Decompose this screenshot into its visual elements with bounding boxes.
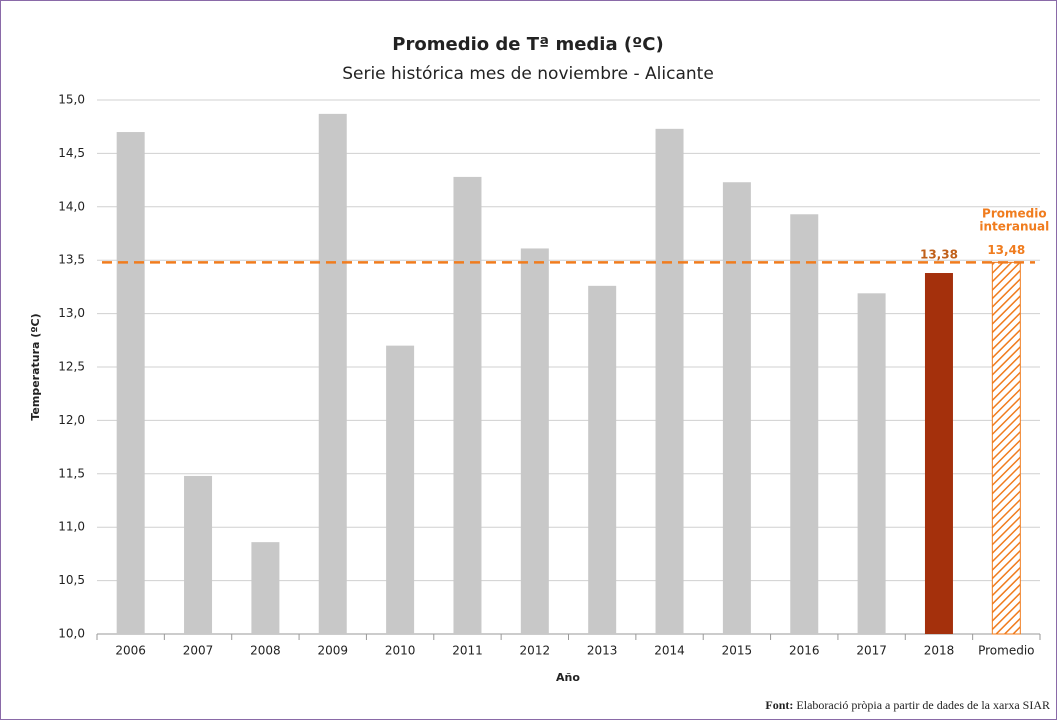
x-tick-label: 2017 (856, 644, 887, 658)
x-tick-label: 2012 (520, 644, 551, 658)
bar (991, 261, 1021, 635)
x-tick-label: 2014 (654, 644, 685, 658)
bar (184, 475, 213, 634)
y-tick-label: 13,5 (58, 253, 85, 267)
bar (318, 113, 347, 634)
bar (924, 273, 953, 634)
x-tick-label: 2015 (722, 644, 753, 658)
x-tick-label: 2006 (115, 644, 146, 658)
source-text: Elaboració pròpia a partir de dades de l… (793, 698, 1050, 712)
x-tick-label: 2008 (250, 644, 281, 658)
value-label: 13,48 (987, 243, 1025, 257)
chart-title: Promedio de Tª media (ºC) (392, 34, 663, 55)
y-axis-title: Temperatura (ºC) (29, 313, 42, 420)
y-tick-label: 11,0 (58, 520, 85, 534)
y-tick-label: 13,0 (58, 306, 85, 320)
y-tick-label: 12,0 (58, 413, 85, 427)
bar (251, 542, 280, 634)
x-tick-label: 2011 (452, 644, 483, 658)
chart-subtitle: Serie histórica mes de noviembre - Alica… (342, 64, 714, 84)
value-label: 13,38 (920, 248, 958, 262)
bar (386, 345, 415, 634)
bar (857, 293, 886, 634)
y-tick-label: 14,0 (58, 199, 85, 213)
x-tick-label: 2016 (789, 644, 820, 658)
bar (790, 214, 819, 634)
bar (588, 285, 617, 634)
y-tick-label: 14,5 (58, 146, 85, 160)
bar (116, 132, 145, 635)
x-tick-label: 2007 (183, 644, 214, 658)
y-tick-label: 11,5 (58, 466, 85, 480)
x-tick-label: 2010 (385, 644, 416, 658)
x-tick-label: 2013 (587, 644, 618, 658)
annotation: Promedio (982, 207, 1047, 221)
source: Font: Elaboració pròpia a partir de dade… (765, 698, 1050, 712)
x-axis-title: Año (556, 671, 580, 684)
y-tick-label: 15,0 (58, 93, 85, 107)
bar (453, 176, 482, 634)
y-tick-label: 12,5 (58, 360, 85, 374)
bar (722, 182, 751, 634)
bar (520, 248, 549, 634)
x-tick-label: 2009 (317, 644, 348, 658)
bar (655, 128, 684, 634)
x-tick-label: 2018 (924, 644, 955, 658)
annotation: interanual (979, 220, 1049, 234)
x-tick-label: Promedio (978, 644, 1034, 658)
y-tick-label: 10,5 (58, 573, 85, 587)
source-label: Font: (765, 698, 793, 712)
y-tick-label: 10,0 (58, 627, 85, 641)
